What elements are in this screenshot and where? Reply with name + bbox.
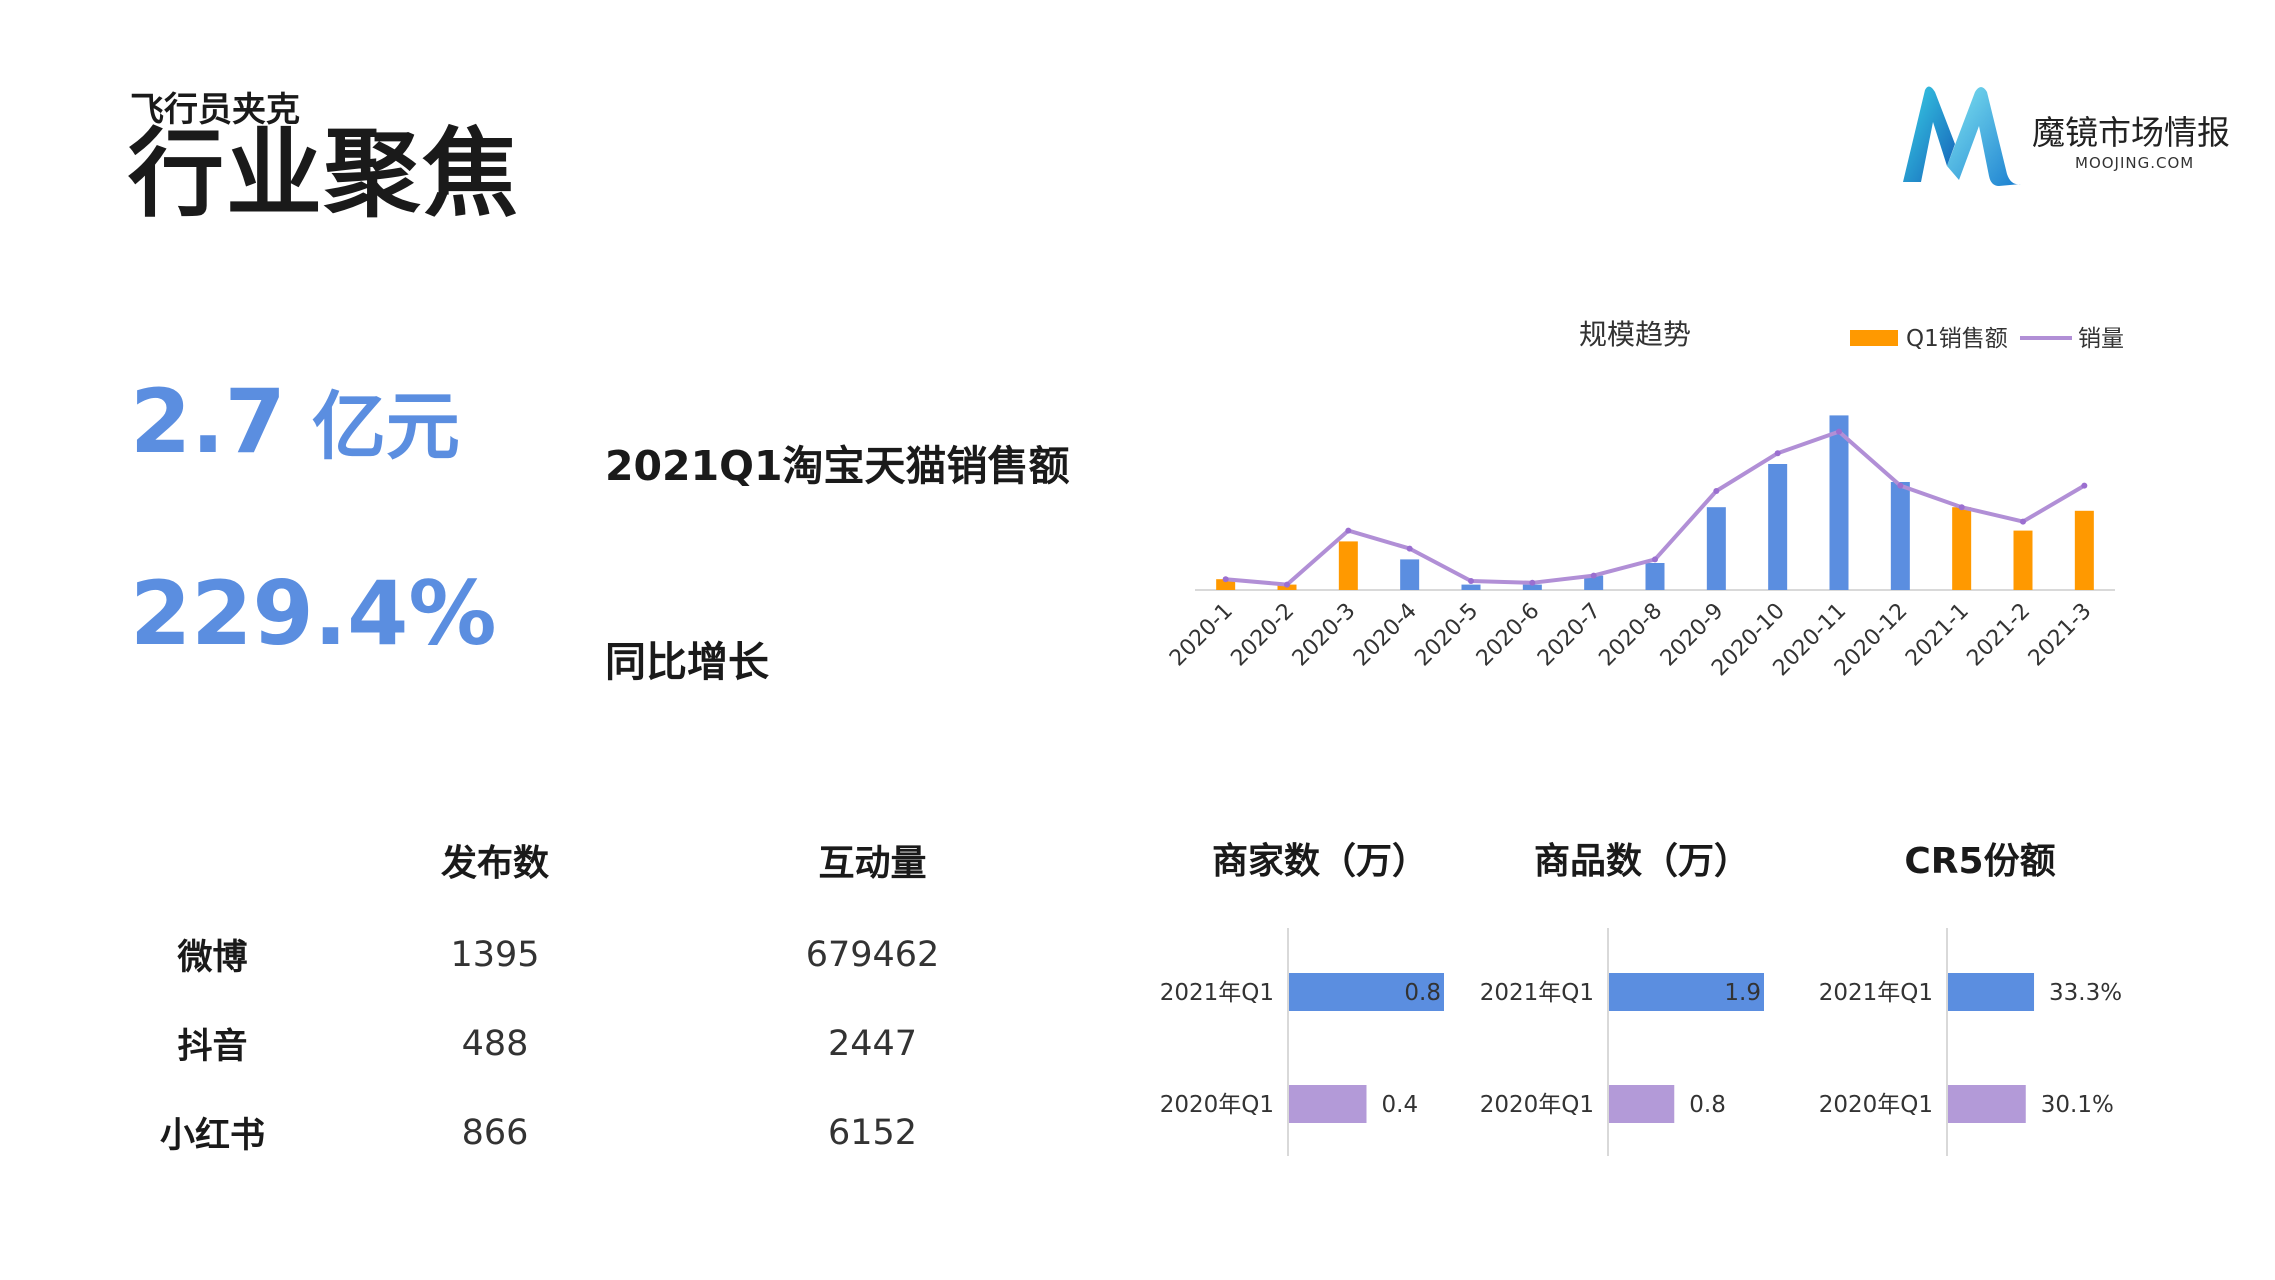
trend-line-point xyxy=(1652,556,1658,563)
legend-bar-swatch xyxy=(1850,330,1898,346)
trend-bar xyxy=(1522,584,1542,590)
trend-tick-label: 2020-5 xyxy=(1410,599,1483,672)
trend-tick-label: 2020-6 xyxy=(1472,599,1545,672)
trend-tick-label: 2020-4 xyxy=(1349,599,1422,672)
platform-label: 小红书 xyxy=(159,1116,265,1156)
trend-bar xyxy=(1645,563,1665,590)
trend-chart-title: 规模趋势 xyxy=(1579,318,1691,351)
trend-line-point xyxy=(1468,578,1474,584)
trend-line-point xyxy=(1590,572,1597,579)
merchants-chart-title: 商家数（万） xyxy=(1211,841,1428,882)
trend-bar xyxy=(1400,559,1420,590)
cr5-chart-title: CR5份额 xyxy=(1904,841,2056,882)
mini-bar xyxy=(1609,973,1764,1011)
trend-line-point xyxy=(1897,482,1904,489)
trend-bar xyxy=(1829,415,1849,590)
logo-domain: MOOJING.COM xyxy=(2075,154,2195,172)
mini-value-label: 0.8 xyxy=(1404,980,1441,1006)
trend-bar xyxy=(1706,507,1726,590)
legend-bar-label: Q1销售额 xyxy=(1906,326,2008,352)
trend-tick-label: 2020-2 xyxy=(1226,599,1299,672)
kpi-growth-label: 同比增长 xyxy=(605,638,769,686)
trend-line-point xyxy=(2020,518,2026,525)
trend-line-point xyxy=(1774,450,1781,457)
kpi-growth-value: 229.4% xyxy=(130,570,497,658)
mini-category-label: 2021年Q1 xyxy=(1160,980,1274,1006)
trend-bar xyxy=(1338,541,1358,590)
mini-category-label: 2021年Q1 xyxy=(1480,980,1594,1006)
posts-cell: 488 xyxy=(461,1023,529,1064)
kpi-sales-label: 2021Q1淘宝天猫销售额 xyxy=(605,442,1070,490)
trend-bar xyxy=(1461,584,1481,590)
social-table-header: 发布数 互动量 xyxy=(120,830,1060,910)
trend-tick-label: 2020-1 xyxy=(1165,599,1238,672)
trend-line-point xyxy=(1836,428,1842,435)
kpi-growth-number: 229.4% xyxy=(130,562,497,665)
trend-line-point xyxy=(1406,545,1413,552)
trend-bar xyxy=(1890,482,1910,590)
mini-category-label: 2020年Q1 xyxy=(1160,1092,1274,1118)
mini-category-label: 2020年Q1 xyxy=(1480,1092,1594,1118)
platform-label: 微博 xyxy=(177,938,248,978)
mini-value-label: 33.3% xyxy=(2049,980,2122,1006)
mini-bar xyxy=(1289,973,1444,1011)
mini-value-label: 0.4 xyxy=(1382,1092,1419,1118)
mini-bar xyxy=(1948,973,2035,1011)
platform-label: 抖音 xyxy=(177,1027,248,1067)
legend-line-label: 销量 xyxy=(2078,326,2124,352)
moojing-m-logo-icon xyxy=(1903,86,2021,186)
kpi-sales-value: 2.7 亿元 xyxy=(130,378,460,466)
cr5-chart: 2021年Q1 33.3% 2020年Q1 30.1% xyxy=(1819,928,2122,1156)
trend-tick-label: 2020-7 xyxy=(1533,599,1606,672)
mini-category-label: 2021年Q1 xyxy=(1819,980,1933,1006)
header-posts: 发布数 xyxy=(440,843,549,884)
trend-line-point xyxy=(2081,482,2088,489)
social-corner-cell xyxy=(120,830,305,910)
kpi-sales-unit: 亿元 xyxy=(311,384,460,470)
trend-line-point xyxy=(1713,488,1720,494)
mini-bar xyxy=(1609,1085,1675,1123)
mini-value-label: 0.8 xyxy=(1689,1092,1726,1118)
page-title: 行业聚焦 xyxy=(128,118,520,230)
trend-line-point xyxy=(1529,579,1536,586)
products-chart-title: 商品数（万） xyxy=(1533,841,1750,882)
trend-line-point xyxy=(1345,527,1352,534)
merchants-chart: 2021年Q1 0.8 2020年Q1 0.4 xyxy=(1160,928,1444,1156)
trend-tick-label: 2020-8 xyxy=(1594,599,1667,672)
products-chart: 2021年Q1 1.9 2020年Q1 0.8 xyxy=(1480,928,1764,1156)
trend-tick-label: 2021-1 xyxy=(1901,599,1974,672)
mini-value-label: 1.9 xyxy=(1724,980,1761,1006)
brand-label: 飞行员夹克 xyxy=(130,90,300,130)
table-row: 抖音 488 2447 xyxy=(120,999,1060,1088)
moojing-logo: 魔镜市场情报 MOOJING.COM xyxy=(1895,82,2235,202)
trend-line-point xyxy=(1958,504,1965,511)
trend-line-point xyxy=(1284,581,1290,588)
mini-bar xyxy=(1948,1085,2026,1123)
mini-bar xyxy=(1289,1085,1367,1123)
social-table: 发布数 互动量 微博 1395 679462 抖音 488 2447 小红书 8… xyxy=(120,830,1060,1177)
posts-cell: 1395 xyxy=(450,934,540,975)
posts-cell: 866 xyxy=(461,1112,529,1153)
interactions-cell: 679462 xyxy=(805,934,940,975)
interactions-cell: 6152 xyxy=(827,1112,918,1153)
trend-bar xyxy=(2074,510,2094,590)
trend-line-point xyxy=(1222,576,1229,583)
trend-chart: 规模趋势 Q1销售额 销量 2020-12020-22020-32020-420… xyxy=(1165,318,2124,681)
trend-tick-label: 2020-3 xyxy=(1288,599,1361,672)
trend-bar xyxy=(2013,530,2033,590)
logo-name: 魔镜市场情报 xyxy=(2032,113,2230,152)
mini-category-label: 2020年Q1 xyxy=(1819,1092,1933,1118)
trend-tick-label: 2021-3 xyxy=(2024,599,2097,672)
trend-bar xyxy=(1768,464,1788,590)
table-row: 小红书 866 6152 xyxy=(120,1088,1060,1177)
kpi-sales-number: 2.7 xyxy=(130,370,286,473)
interactions-cell: 2447 xyxy=(827,1023,918,1064)
trend-bar xyxy=(1216,579,1236,590)
header-interactions: 互动量 xyxy=(818,843,927,884)
trend-bar xyxy=(1584,575,1604,590)
trend-bar xyxy=(1952,507,1972,590)
table-row: 微博 1395 679462 xyxy=(120,910,1060,999)
mini-value-label: 30.1% xyxy=(2041,1092,2114,1118)
trend-tick-label: 2021-2 xyxy=(1962,599,2035,672)
